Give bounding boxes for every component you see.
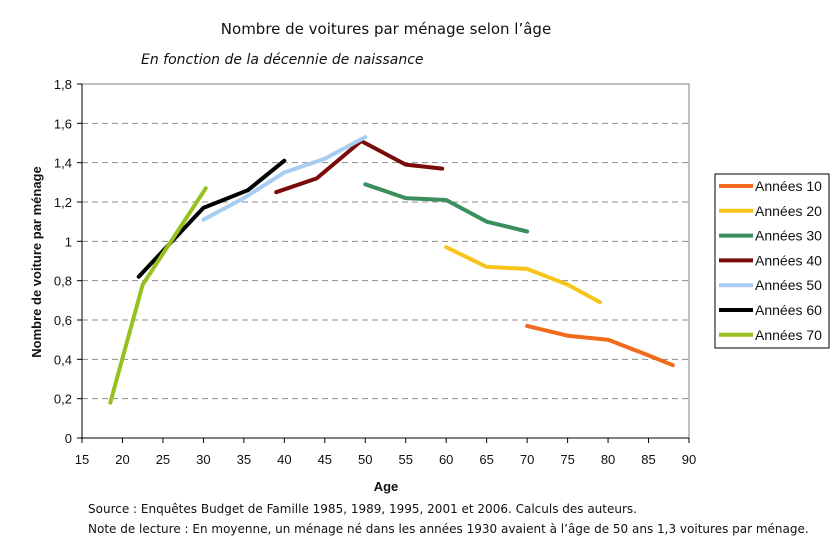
series-line-années-30 (363, 182, 530, 234)
series-line-années-20 (444, 245, 602, 305)
y-tick-label: 0,4 (54, 352, 72, 367)
x-tick-label: 20 (115, 452, 129, 467)
x-tick-label: 45 (318, 452, 332, 467)
y-tick-label: 0 (65, 431, 72, 446)
legend-label: Années 10 (755, 178, 822, 194)
x-tick-label: 25 (156, 452, 170, 467)
x-tick-label: 85 (641, 452, 655, 467)
y-tick-label: 1,6 (54, 116, 72, 131)
x-ticks: 15 20 25 30 35 40 45 50 55 60 65 70 75 80 85 90 (75, 438, 696, 467)
x-tick-label: 50 (358, 452, 372, 467)
x-tick-label: 15 (75, 452, 89, 467)
y-tick-label: 1,2 (54, 195, 72, 210)
x-tick-label: 75 (560, 452, 574, 467)
legend-label: Années 60 (755, 302, 822, 318)
chart-subtitle: En fonction de la décennie de naissance (141, 52, 424, 68)
series-line-années-70 (108, 186, 208, 405)
y-tick-label: 0,2 (54, 392, 72, 407)
series-lines (108, 135, 675, 405)
y-tick-label: 1,8 (54, 77, 72, 92)
chart-title: Nombre de voitures par ménage selon l’âg… (221, 20, 551, 38)
legend-label: Années 50 (755, 277, 822, 293)
x-tick-label: 40 (277, 452, 291, 467)
series-line-années-50 (201, 135, 368, 222)
plot-area (81, 83, 690, 439)
y-ticks: 0 0,2 0,4 0,6 0,8 1 1,2 1,4 1,6 1,8 (54, 77, 82, 446)
legend-label: Années 40 (755, 252, 822, 268)
x-axis-label: Age (374, 479, 399, 494)
x-tick-label: 30 (196, 452, 210, 467)
legend-label: Années 30 (755, 228, 822, 244)
source-note: Source : Enquêtes Budget de Famille 1985… (88, 502, 637, 516)
x-tick-label: 55 (398, 452, 412, 467)
y-axis-label: Nombre de voiture par ménage (29, 166, 44, 357)
y-tick-label: 0,6 (54, 313, 72, 328)
series-line-années-10 (525, 323, 675, 368)
legend-label: Années 20 (755, 203, 822, 219)
legend-label: Années 70 (755, 327, 822, 343)
y-tick-label: 0,8 (54, 274, 72, 289)
legend-items: Années 10 Années 20 Années 30 Années 40 Anné… (719, 178, 822, 343)
x-tick-label: 65 (479, 452, 493, 467)
x-tick-label: 70 (520, 452, 534, 467)
gridlines (82, 122, 689, 400)
x-tick-label: 80 (601, 452, 615, 467)
x-tick-label: 60 (439, 452, 453, 467)
x-tick-label: 35 (237, 452, 251, 467)
y-tick-label: 1,4 (54, 156, 72, 171)
y-tick-label: 1 (65, 234, 72, 249)
x-tick-label: 90 (682, 452, 696, 467)
reading-note: Note de lecture : En moyenne, un ménage … (88, 522, 809, 536)
